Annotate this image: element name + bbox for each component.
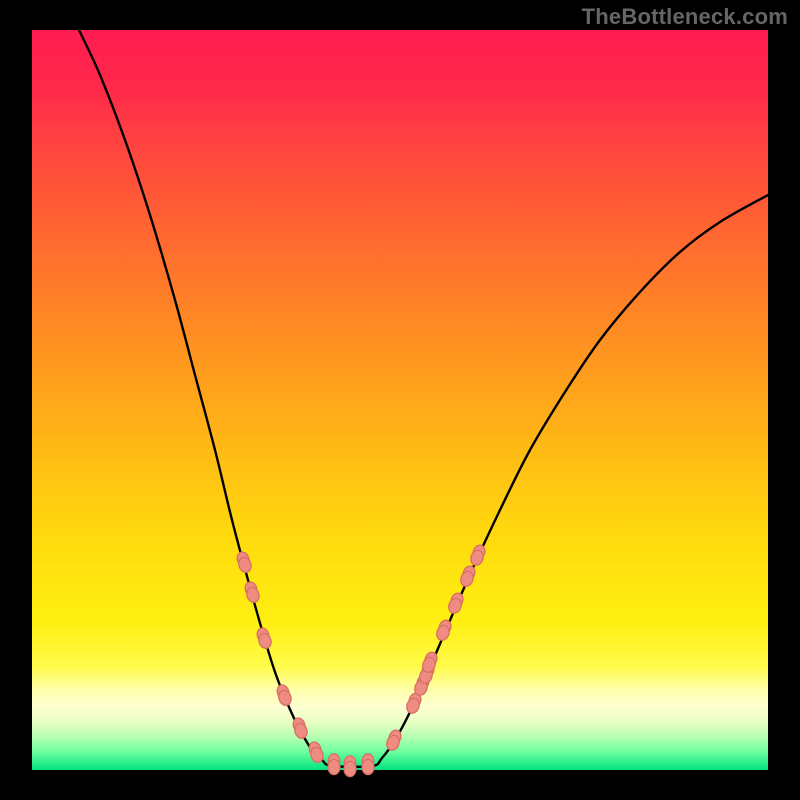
chart-canvas: TheBottleneck.com [0, 0, 800, 800]
bottleneck-curve-chart [0, 0, 800, 800]
data-marker [344, 756, 356, 777]
gradient-background [32, 30, 768, 770]
data-marker [362, 754, 374, 775]
watermark-label: TheBottleneck.com [582, 4, 788, 30]
data-marker [328, 754, 340, 775]
